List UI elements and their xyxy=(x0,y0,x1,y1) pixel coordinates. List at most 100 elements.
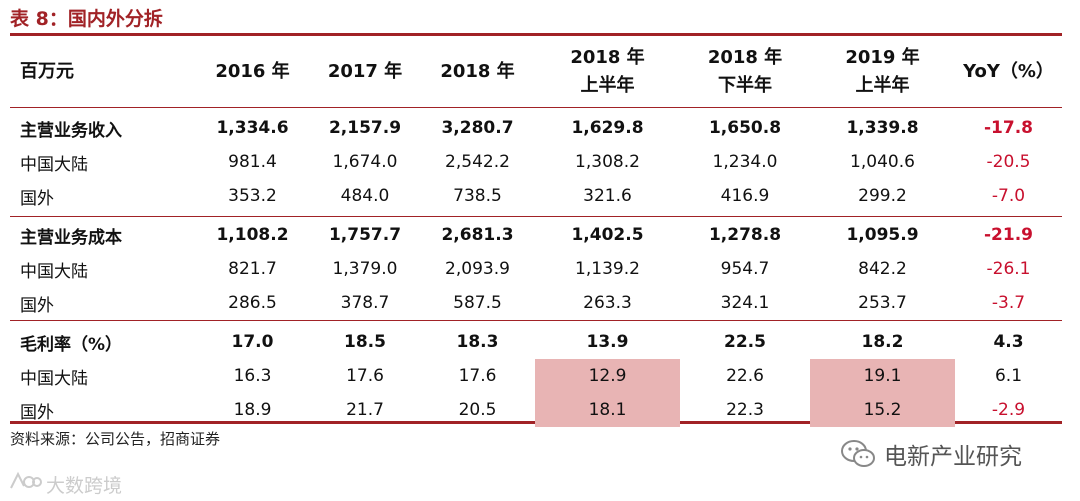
cell: 1,674.0 xyxy=(332,152,398,172)
table-title: 表 8：国内外分拆 xyxy=(10,8,163,30)
table-row: 国外 18.9 21.7 20.5 18.1 22.3 15.2 -2.9 xyxy=(10,393,1062,427)
cell: 17.6 xyxy=(458,366,497,386)
yoy-cell: -7.0 xyxy=(991,186,1026,206)
table-row: 中国大陆 821.7 1,379.0 2,093.9 1,139.2 954.7… xyxy=(10,252,1062,286)
cell: 20.5 xyxy=(458,400,497,420)
cell: 286.5 xyxy=(228,293,277,313)
cell: 378.7 xyxy=(340,293,390,313)
cell: 1,308.2 xyxy=(575,152,640,172)
wechat-icon xyxy=(840,439,876,469)
cell: 587.5 xyxy=(453,293,502,313)
cell: 1,040.6 xyxy=(850,152,915,172)
cell: 842.2 xyxy=(858,259,907,279)
cell: 253.7 xyxy=(858,293,907,313)
cell: 1,339.8 xyxy=(846,118,919,138)
watermark-site-name: 大数跨境 xyxy=(46,475,123,497)
highlighted-cell: 18.1 xyxy=(535,393,680,427)
cell: 321.6 xyxy=(583,186,632,206)
cell: 299.2 xyxy=(858,186,907,206)
yoy-cell: -20.5 xyxy=(986,152,1031,172)
yoy-cell: -2.9 xyxy=(991,400,1026,420)
cell: 1,650.8 xyxy=(708,118,782,138)
unit-label: 百万元 xyxy=(20,60,74,82)
col-header-2018h2: 2018 年下半年 xyxy=(707,46,783,96)
cell: 17.6 xyxy=(346,366,384,386)
cell: 353.2 xyxy=(228,186,277,206)
row-label: 主营业务收入 xyxy=(20,120,122,141)
col-header-2017: 2017 年 xyxy=(327,60,403,82)
cell: 22.6 xyxy=(726,366,764,386)
cell: 1,139.2 xyxy=(575,259,640,279)
table-row: 中国大陆 16.3 17.6 17.6 12.9 22.6 19.1 6.1 xyxy=(10,359,1062,393)
cell: 22.3 xyxy=(726,400,764,420)
cell: 16.3 xyxy=(233,366,272,386)
col-header-2018h1: 2018 年上半年 xyxy=(570,46,645,96)
yoy-cell: -21.9 xyxy=(984,225,1033,245)
row-label: 毛利率（%） xyxy=(20,334,123,355)
cell: 981.4 xyxy=(228,152,277,172)
yoy-cell: 6.1 xyxy=(994,366,1023,386)
yoy-cell: 4.3 xyxy=(993,332,1024,352)
cell: 21.7 xyxy=(346,400,384,420)
cell: 3,280.7 xyxy=(441,118,514,138)
cell: 13.9 xyxy=(586,332,629,352)
table-row: 国外 353.2 484.0 738.5 321.6 416.9 299.2 -… xyxy=(10,179,1062,213)
table-row: 毛利率（%） 17.0 18.5 18.3 13.9 22.5 18.2 4.3 xyxy=(10,325,1062,359)
cell: 2,681.3 xyxy=(441,225,514,245)
cell: 2,542.2 xyxy=(445,152,510,172)
row-label: 国外 xyxy=(20,402,54,423)
cell: 263.3 xyxy=(583,293,632,313)
cell: 1,334.6 xyxy=(216,118,289,138)
section-divider-2 xyxy=(10,320,1062,321)
yoy-cell: -26.1 xyxy=(986,259,1031,279)
top-rule xyxy=(10,33,1062,36)
cell: 954.7 xyxy=(720,259,770,279)
cell: 416.9 xyxy=(720,186,770,206)
cell: 1,278.8 xyxy=(708,225,782,245)
site-watermark: 大数跨境 xyxy=(8,470,122,499)
wechat-account-name: 电新产业研究 xyxy=(884,444,1022,470)
cell: 324.1 xyxy=(720,293,770,313)
yoy-cell: -17.8 xyxy=(984,118,1033,138)
row-label: 国外 xyxy=(20,188,54,209)
col-header-2019h1: 2019 年上半年 xyxy=(845,46,920,96)
col-header-2018: 2018 年 xyxy=(440,60,515,82)
col-header-yoy: YoY（%） xyxy=(963,60,1054,82)
cell: 738.5 xyxy=(453,186,502,206)
cell: 18.9 xyxy=(233,400,272,420)
col-header-2016: 2016 年 xyxy=(215,60,290,82)
row-label: 中国大陆 xyxy=(20,368,88,389)
cell: 18.3 xyxy=(456,332,499,352)
cell: 1,402.5 xyxy=(571,225,644,245)
cell: 1,757.7 xyxy=(328,225,402,245)
table-row: 主营业务成本 1,108.2 1,757.7 2,681.3 1,402.5 1… xyxy=(10,218,1062,252)
cell: 18.5 xyxy=(344,332,386,352)
cell: 1,629.8 xyxy=(571,118,644,138)
highlighted-cell: 19.1 xyxy=(810,359,955,393)
cell: 1,234.0 xyxy=(712,152,778,172)
watermark-logo-icon xyxy=(8,470,42,499)
highlighted-cell: 12.9 xyxy=(535,359,680,393)
row-label: 中国大陆 xyxy=(20,154,88,175)
cell: 22.5 xyxy=(724,332,766,352)
row-label: 中国大陆 xyxy=(20,261,88,282)
table-row: 主营业务收入 1,334.6 2,157.9 3,280.7 1,629.8 1… xyxy=(10,111,1062,145)
yoy-cell: -3.7 xyxy=(991,293,1026,313)
source-note: 资料来源：公司公告，招商证券 xyxy=(10,430,221,448)
row-label: 国外 xyxy=(20,295,54,316)
wechat-watermark: 电新产业研究 xyxy=(840,437,1022,471)
cell: 17.0 xyxy=(231,332,274,352)
cell: 18.2 xyxy=(861,332,904,352)
cell: 821.7 xyxy=(228,259,277,279)
row-label: 主营业务成本 xyxy=(20,227,122,248)
table-row: 中国大陆 981.4 1,674.0 2,542.2 1,308.2 1,234… xyxy=(10,145,1062,179)
table-row: 国外 286.5 378.7 587.5 263.3 324.1 253.7 -… xyxy=(10,286,1062,320)
highlighted-cell: 15.2 xyxy=(810,393,955,427)
cell: 1,108.2 xyxy=(216,225,289,245)
cell: 2,093.9 xyxy=(445,259,510,279)
cell: 2,157.9 xyxy=(328,118,402,138)
financial-table: 百万元 2016 年 2017 年 2018 年 2018 年上半年 2018 … xyxy=(10,37,1062,427)
cell: 484.0 xyxy=(340,186,390,206)
section-divider-1 xyxy=(10,216,1062,217)
header-row: 百万元 2016 年 2017 年 2018 年 2018 年上半年 2018 … xyxy=(10,37,1062,106)
